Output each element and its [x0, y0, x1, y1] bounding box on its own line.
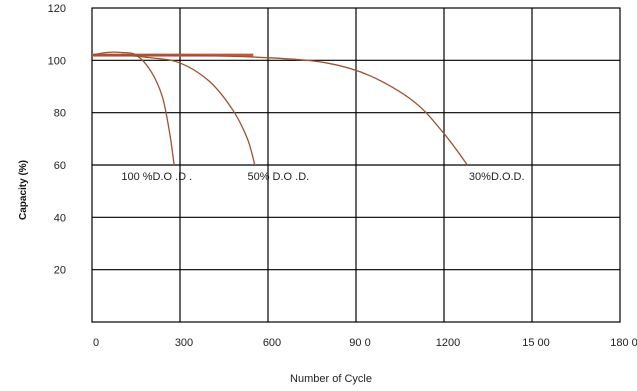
- x-tick-label: 180 0: [610, 337, 637, 349]
- x-tick-label: 90 0: [349, 337, 370, 349]
- series-lines: [91, 51, 468, 166]
- y-tick-label: 40: [54, 212, 66, 224]
- series-line-2: [91, 54, 468, 166]
- y-axis-label: Capacity (%): [18, 160, 29, 220]
- y-tick-label: 100: [48, 55, 66, 67]
- x-tick-label: 0: [93, 337, 99, 349]
- annotations: 100 %D.O .D . 50% D.O .D. 30%D.O.D.: [121, 171, 524, 183]
- y-tick-label: 80: [54, 108, 66, 120]
- x-tick-label: 15 00: [522, 337, 550, 349]
- y-tick-labels: 20 40 60 80 100 120: [48, 3, 66, 277]
- x-tick-label: 300: [175, 337, 193, 349]
- series-annotation: 50% D.O .D.: [247, 171, 309, 183]
- grid: [91, 7, 621, 323]
- series-line-0: [91, 51, 175, 166]
- series-annotation: 30%D.O.D.: [469, 171, 525, 183]
- series-annotation: 100 %D.O .D .: [121, 171, 192, 183]
- y-tick-label: 20: [54, 265, 66, 277]
- y-tick-label: 60: [54, 160, 66, 172]
- x-axis-label: Number of Cycle: [290, 373, 372, 385]
- x-tick-label: 1200: [436, 337, 460, 349]
- y-tick-label: 120: [48, 3, 66, 15]
- x-tick-labels: 0 300 600 90 0 1200 15 00 180 0: [93, 337, 637, 349]
- series-line-1: [91, 54, 256, 166]
- x-tick-label: 600: [263, 337, 281, 349]
